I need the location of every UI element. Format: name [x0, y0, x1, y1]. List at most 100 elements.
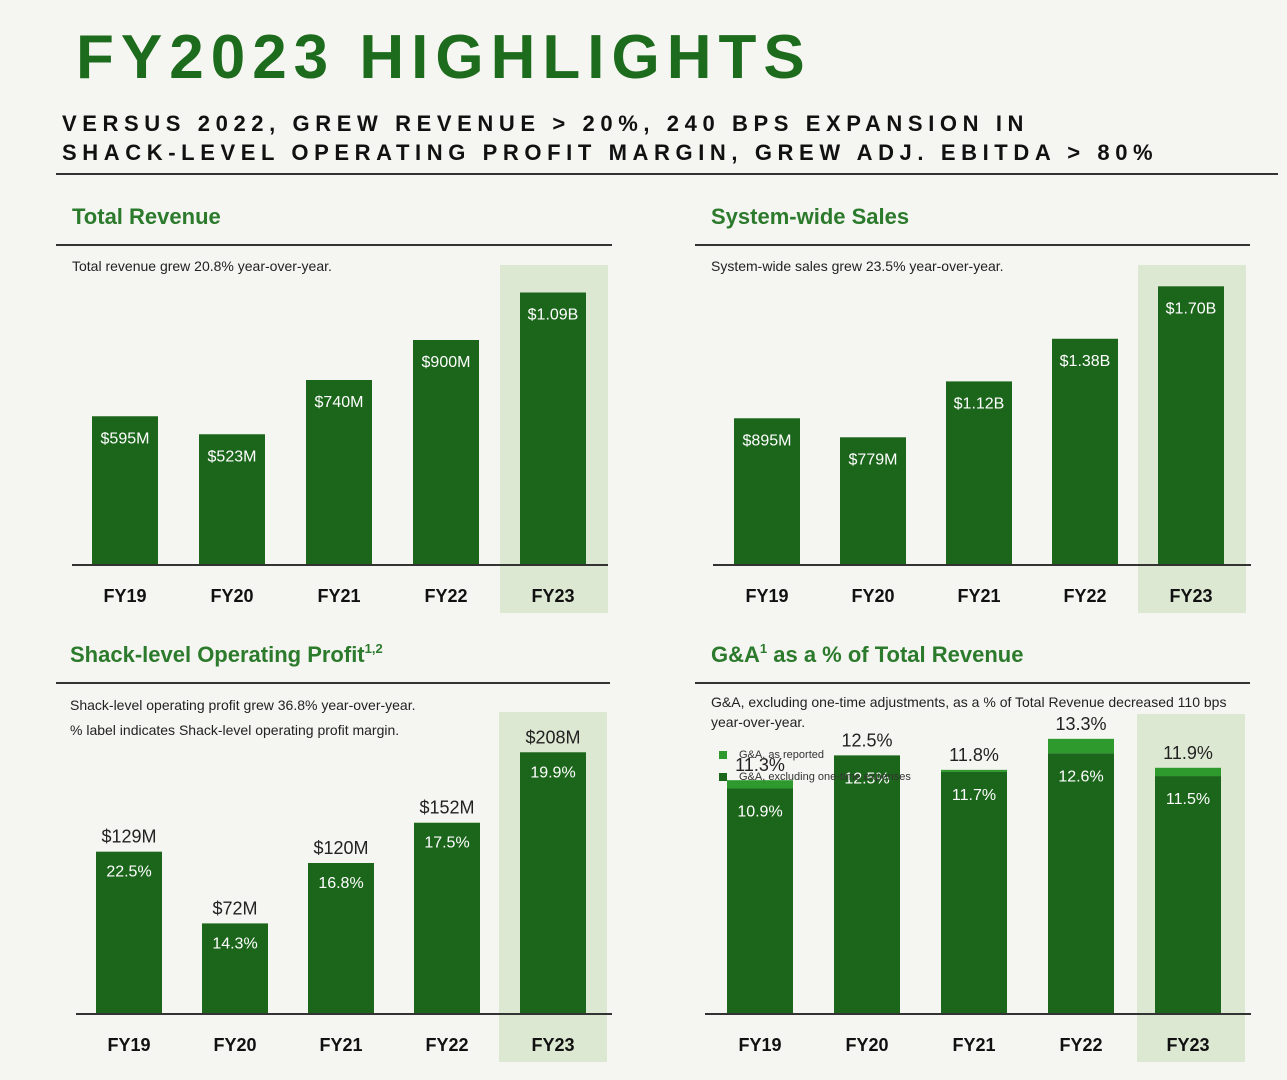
system-sales-rule — [695, 244, 1250, 246]
x-tick-fy23: FY23 — [1166, 1035, 1209, 1055]
bar-fy21 — [306, 380, 372, 565]
system-sales-description: System-wide sales grew 23.5% year-over-y… — [711, 258, 1004, 274]
ga-title-suffix: as a % of Total Revenue — [767, 642, 1024, 667]
total-revenue-panel: Total Revenue Total revenue grew 20.8% y… — [56, 202, 616, 622]
bar-fy20 — [840, 437, 906, 565]
bar-reported-fy23 — [1155, 767, 1221, 777]
ga-description: G&A, excluding one-time adjustments, as … — [711, 694, 1227, 730]
total-revenue-description: Total revenue grew 20.8% year-over-year. — [72, 258, 332, 274]
bar-excluding-fy22 — [1048, 753, 1114, 1014]
x-tick-fy23: FY23 — [531, 1035, 574, 1055]
margin-label-fy23: 19.9% — [530, 764, 575, 781]
bar-fy23 — [520, 292, 586, 565]
subtitle-line-1: VERSUS 2022, GREW REVENUE > 20%, 240 BPS… — [62, 111, 1030, 136]
total-revenue-chart: $595M FY19 $523M FY20 $740M FY21 $900M FY22 $1.0… — [72, 265, 608, 613]
x-tick-fy22: FY22 — [1059, 1035, 1102, 1055]
value-label-fy23: $1.09B — [528, 307, 579, 324]
margin-label-fy22: 17.5% — [424, 835, 469, 852]
legend-item-reported: G&A, as reported — [719, 744, 911, 766]
operating-profit-title-text: Shack-level Operating Profit — [70, 642, 365, 667]
bar-excluding-fy19 — [727, 788, 793, 1014]
reported-label-fy20: 12.5% — [841, 730, 892, 750]
bar-fy19 — [96, 851, 162, 1014]
total-revenue-rule — [56, 244, 612, 246]
excluding-label-fy22: 12.6% — [1058, 768, 1103, 785]
legend-label-excluding: G&A, excluding one-time expenses — [739, 771, 911, 783]
bar-fy20 — [202, 923, 268, 1014]
value-label-fy22: $1.38B — [1060, 353, 1111, 370]
margin-label-fy21: 16.8% — [318, 875, 363, 892]
bar-fy22 — [414, 822, 480, 1014]
excluding-label-fy20: 12.5% — [844, 770, 889, 787]
x-tick-fy22: FY22 — [425, 1035, 468, 1055]
ga-title-prefix: G&A — [711, 642, 760, 667]
bar-excluding-fy23 — [1155, 776, 1221, 1014]
system-sales-title: System-wide Sales — [711, 204, 910, 229]
system-sales-chart: $895M FY19 $779M FY20 $1.12B FY21 $1.38B FY22 $1… — [713, 265, 1251, 613]
bar-reported-fy22 — [1048, 738, 1114, 754]
bar-fy23 — [1158, 286, 1224, 565]
ga-footnote-marker: 1 — [759, 641, 768, 656]
value-label-fy23: $1.70B — [1166, 300, 1217, 317]
bar-excluding-fy20 — [834, 755, 900, 1014]
bar-fy21 — [946, 381, 1012, 565]
total-revenue-title: Total Revenue — [72, 204, 221, 229]
x-tick-fy19: FY19 — [745, 586, 788, 606]
operating-profit-rule — [56, 682, 610, 684]
header-divider — [56, 173, 1278, 175]
x-tick-fy23: FY23 — [531, 586, 574, 606]
bar-excluding-fy21 — [941, 771, 1007, 1014]
system-sales-panel: System-wide Sales System-wide sales grew… — [695, 202, 1255, 622]
bar-fy19 — [92, 416, 158, 565]
value-label-fy21: $1.12B — [954, 395, 1005, 412]
operating-profit-panel: Shack-level Operating Profit1,2 Shack-le… — [56, 640, 616, 1070]
bar-fy21 — [308, 863, 374, 1014]
bar-fy22 — [413, 340, 479, 565]
reported-label-fy22: 13.3% — [1055, 714, 1106, 734]
value-label-fy19: $595M — [101, 430, 150, 447]
x-tick-fy21: FY21 — [319, 1035, 362, 1055]
value-label-fy20: $72M — [212, 898, 257, 918]
legend-swatch-reported — [719, 751, 727, 759]
value-label-fy23: $208M — [525, 727, 580, 747]
x-tick-fy19: FY19 — [103, 586, 146, 606]
x-tick-fy20: FY20 — [210, 586, 253, 606]
x-tick-fy19: FY19 — [738, 1035, 781, 1055]
bar-reported-fy21 — [941, 769, 1007, 772]
operating-profit-description-2: % label indicates Shack-level operating … — [70, 722, 400, 738]
value-label-fy22: $152M — [419, 798, 474, 818]
operating-profit-title: Shack-level Operating Profit1,2 — [70, 640, 383, 670]
ga-rule — [695, 682, 1250, 684]
value-label-fy19: $129M — [101, 827, 156, 847]
excluding-label-fy23: 11.5% — [1166, 791, 1210, 808]
value-label-fy19: $895M — [743, 432, 792, 449]
legend-swatch-excluding — [719, 773, 727, 781]
reported-label-fy21: 11.8% — [949, 745, 999, 765]
bar-fy19 — [734, 418, 800, 565]
reported-label-fy19: 11.3% — [735, 755, 785, 775]
value-label-fy20: $523M — [208, 448, 257, 465]
x-tick-fy20: FY20 — [845, 1035, 888, 1055]
operating-profit-description-1: Shack-level operating profit grew 36.8% … — [70, 697, 416, 713]
margin-label-fy20: 14.3% — [212, 935, 257, 952]
ga-title: G&A1 as a % of Total Revenue — [711, 640, 1023, 670]
x-tick-fy20: FY20 — [213, 1035, 256, 1055]
x-tick-fy22: FY22 — [1063, 586, 1106, 606]
value-label-fy21: $740M — [315, 394, 364, 411]
x-tick-fy21: FY21 — [317, 586, 360, 606]
x-tick-fy19: FY19 — [107, 1035, 150, 1055]
bar-reported-fy19 — [727, 780, 793, 789]
bar-fy23 — [520, 752, 586, 1014]
legend-item-excluding: G&A, excluding one-time expenses — [719, 766, 911, 788]
value-label-fy21: $120M — [313, 838, 368, 858]
x-tick-fy21: FY21 — [957, 586, 1000, 606]
x-tick-fy20: FY20 — [851, 586, 894, 606]
ga-panel: G&A1 as a % of Total Revenue G&A, exclud… — [695, 640, 1255, 1070]
value-label-fy20: $779M — [849, 451, 898, 468]
bar-fy22 — [1052, 338, 1118, 565]
operating-profit-chart: $129M 22.5% FY19 $72M 14.3% FY20 $120M 16.8% FY2… — [76, 712, 612, 1062]
x-tick-fy23: FY23 — [1169, 586, 1212, 606]
value-label-fy22: $900M — [422, 354, 471, 371]
ga-legend: G&A, as reported G&A, excluding one-time… — [719, 744, 911, 788]
page-title: FY2023 HIGHLIGHTS — [76, 23, 812, 92]
